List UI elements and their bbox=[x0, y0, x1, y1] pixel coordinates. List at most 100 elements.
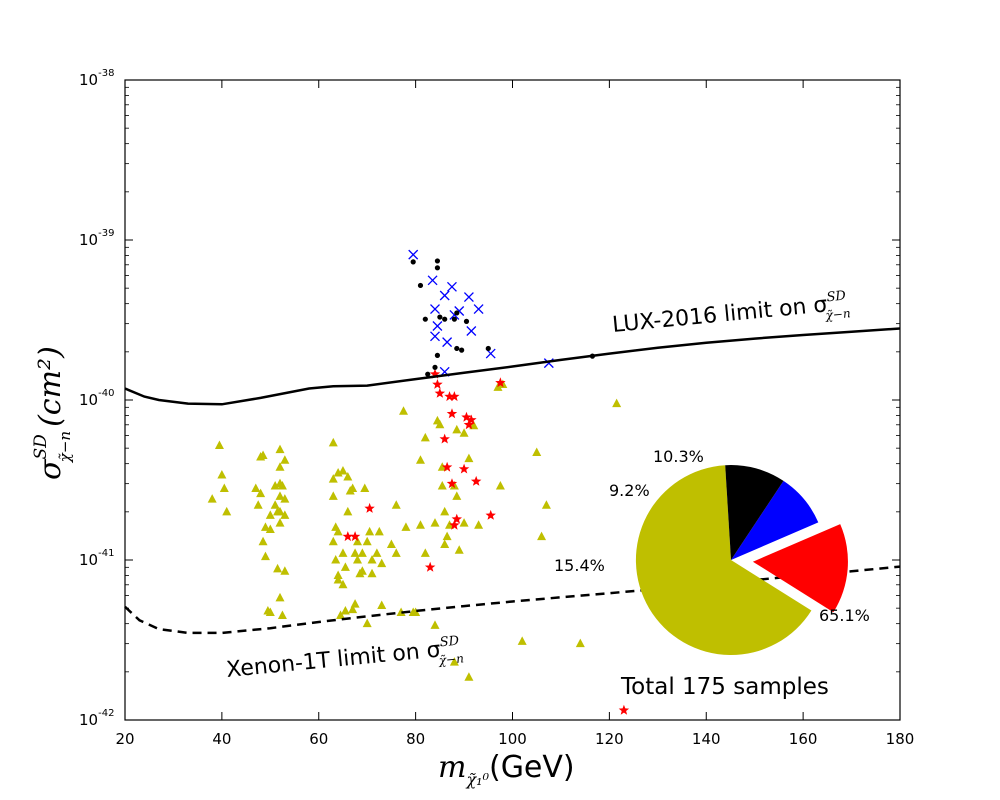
star-point bbox=[461, 411, 472, 422]
triangle-point bbox=[328, 536, 338, 546]
dot-point bbox=[425, 371, 431, 377]
lux-limit-curve bbox=[124, 327, 901, 406]
x-point bbox=[442, 337, 453, 348]
lux-curve-label-text: LUX-2016 limit on σ bbox=[611, 292, 828, 338]
triangle-point bbox=[265, 524, 275, 534]
triangle-point bbox=[459, 518, 469, 527]
triangle-point bbox=[348, 483, 358, 492]
triangle-point bbox=[350, 548, 360, 557]
triangle-point bbox=[275, 506, 285, 516]
triangle-point bbox=[265, 510, 275, 519]
triangle-point bbox=[575, 638, 585, 648]
dot-point bbox=[434, 352, 441, 358]
triangle-point bbox=[452, 424, 462, 434]
pie-label-blue: 9.2% bbox=[609, 481, 650, 500]
triangle-point bbox=[357, 566, 367, 575]
dot-point bbox=[437, 314, 443, 320]
triangle-point bbox=[280, 510, 290, 519]
y-tick-label: 10-42 bbox=[79, 708, 114, 729]
xenon-curve-label-subscript: χ̃−n bbox=[437, 651, 464, 667]
triangle-point bbox=[391, 500, 401, 509]
y-tick-label-exp: -41 bbox=[98, 548, 114, 559]
triangle-point bbox=[280, 566, 290, 575]
data-series-layer bbox=[207, 249, 630, 715]
star-point bbox=[432, 379, 443, 389]
pie-label-red: 15.4% bbox=[554, 556, 605, 575]
triangle-point bbox=[258, 536, 268, 546]
triangle-point bbox=[280, 494, 290, 503]
star-point bbox=[424, 561, 436, 572]
y-tick-label-base: 10 bbox=[79, 711, 98, 729]
triangle-point bbox=[260, 551, 270, 561]
x-point bbox=[408, 249, 419, 260]
x-point bbox=[432, 321, 443, 331]
triangle-point bbox=[251, 483, 261, 492]
y-tick-label: 10-40 bbox=[79, 388, 114, 409]
x-tick-label: 160 bbox=[789, 730, 818, 748]
lux-curve-label-superscript: SD bbox=[826, 288, 847, 305]
star-point bbox=[441, 461, 453, 472]
y-tick-label-exp: -42 bbox=[98, 708, 114, 719]
pie-label-black: 10.3% bbox=[653, 447, 704, 466]
triangle-point bbox=[449, 481, 459, 490]
triangle-point bbox=[275, 462, 285, 471]
y-axis-label-unit: (cm²) bbox=[33, 346, 68, 427]
triangle-point bbox=[360, 483, 370, 492]
triangle-point bbox=[273, 563, 283, 573]
triangle-point bbox=[372, 548, 382, 557]
limit-curves-layer bbox=[124, 327, 901, 635]
triangle-point bbox=[353, 555, 362, 564]
triangle-point bbox=[275, 592, 285, 602]
triangle-point bbox=[377, 558, 387, 568]
pie-label-yellow: 65.1% bbox=[819, 606, 870, 625]
x-axis-label-subscript: χ̃₁⁰ bbox=[465, 770, 489, 789]
triangle-point bbox=[256, 488, 266, 498]
x-point bbox=[439, 290, 450, 301]
triangle-point bbox=[399, 406, 409, 415]
triangle-point bbox=[357, 548, 367, 557]
y-axis-label-superscript: SD bbox=[31, 434, 51, 460]
pie-slice-yellow bbox=[635, 465, 812, 656]
y-tick-label-base: 10 bbox=[79, 231, 98, 249]
dot-point bbox=[442, 316, 448, 322]
triangle-point bbox=[454, 545, 464, 554]
star-point bbox=[434, 387, 446, 398]
triangle-point bbox=[420, 432, 430, 442]
y-tick-label: 10-41 bbox=[79, 548, 114, 569]
star-point bbox=[444, 391, 455, 402]
triangle-point bbox=[391, 548, 401, 557]
pie-slice-black bbox=[725, 465, 784, 560]
y-tick-label: 10-38 bbox=[79, 68, 114, 89]
triangle-point bbox=[353, 536, 362, 546]
xenon-limit-curve bbox=[124, 565, 901, 635]
star-point bbox=[451, 513, 462, 524]
triangle-point bbox=[265, 607, 275, 616]
triangle-point bbox=[435, 419, 445, 429]
triangle-point bbox=[340, 606, 350, 615]
triangle-point bbox=[275, 491, 285, 500]
triangle-point bbox=[367, 555, 377, 564]
triangle-point bbox=[517, 636, 527, 645]
triangle-point bbox=[401, 522, 411, 531]
triangle-point bbox=[420, 548, 430, 557]
triangle-point bbox=[437, 462, 447, 471]
y-tick-label-exp: -39 bbox=[98, 228, 114, 239]
triangle-point bbox=[365, 526, 375, 536]
lux-curve-label-subscript: χ̃−n bbox=[824, 306, 851, 322]
triangle-point bbox=[333, 526, 343, 536]
y-tick-label-base: 10 bbox=[79, 71, 98, 89]
triangle-point bbox=[333, 574, 343, 584]
triangle-point bbox=[464, 672, 474, 681]
x-tick-label: 120 bbox=[595, 730, 624, 748]
dot-point bbox=[434, 265, 441, 271]
x-point bbox=[430, 331, 440, 342]
triangle-point bbox=[338, 548, 348, 557]
pie-slice-blue bbox=[731, 480, 819, 560]
y-tick-label-exp: -38 bbox=[98, 68, 114, 79]
star-point bbox=[449, 519, 460, 530]
triangle-point bbox=[277, 481, 287, 490]
triangle-point bbox=[367, 568, 377, 578]
triangle-point bbox=[442, 531, 452, 541]
